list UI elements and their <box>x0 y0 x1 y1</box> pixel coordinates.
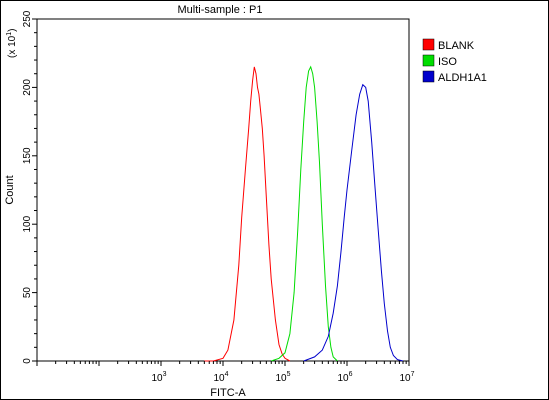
x-tick-base: 10 <box>213 373 225 384</box>
legend-label: ALDH1A1 <box>438 72 487 84</box>
x-tick-base: 10 <box>337 373 349 384</box>
x-axis-label: FITC-A <box>210 387 246 399</box>
x-tick-label: 106 <box>337 371 352 384</box>
x-tick-exp: 7 <box>411 371 415 378</box>
y-axis-label: Count <box>4 175 16 204</box>
y-tick-label: 200 <box>22 79 33 96</box>
y-axis-multiplier: (x 101) <box>6 29 18 58</box>
x-tick-exp: 6 <box>349 371 353 378</box>
x-tick-label: 103 <box>151 371 166 384</box>
x-tick-label: 105 <box>275 371 290 384</box>
legend: BLANK ISO ALDH1A1 <box>422 38 487 84</box>
y-tick-label: 150 <box>22 147 33 164</box>
x-tick-exp: 3 <box>163 371 167 378</box>
legend-swatch <box>422 54 435 67</box>
y-multiplier-close: ) <box>7 29 18 32</box>
legend-item-blank: BLANK <box>422 38 475 52</box>
chart-title: Multi-sample : P1 <box>178 4 263 16</box>
legend-item-aldh1a1: ALDH1A1 <box>422 70 487 84</box>
plot-area <box>36 18 410 362</box>
y-tick-label: 0 <box>22 358 33 364</box>
y-tick-label: 50 <box>22 287 33 299</box>
legend-label: ISO <box>438 56 457 68</box>
y-multiplier-prefix: (x 10 <box>7 35 18 58</box>
x-tick-exp: 5 <box>287 371 291 378</box>
series-line-iso <box>271 65 338 362</box>
x-tick-label: 104 <box>213 371 228 384</box>
legend-swatch <box>422 70 435 83</box>
series-line-aldh1a1 <box>303 83 404 362</box>
series-line-blank <box>204 66 291 362</box>
x-tick-base: 10 <box>275 373 287 384</box>
legend-item-iso: ISO <box>422 54 457 68</box>
legend-label: BLANK <box>438 40 475 52</box>
series-layer <box>204 65 404 362</box>
y-tick-label: 250 <box>22 10 33 27</box>
legend-swatch <box>422 38 435 51</box>
x-axis: 103 104 105 106 107 <box>36 361 415 384</box>
x-tick-exp: 4 <box>225 371 229 378</box>
x-tick-label: 107 <box>399 371 414 384</box>
y-tick-label: 100 <box>22 215 33 232</box>
x-tick-base: 10 <box>399 373 411 384</box>
x-tick-base: 10 <box>151 373 163 384</box>
y-axis: 0 50 100 150 200 250 <box>22 10 37 364</box>
y-multiplier-exp: 1 <box>6 32 13 36</box>
